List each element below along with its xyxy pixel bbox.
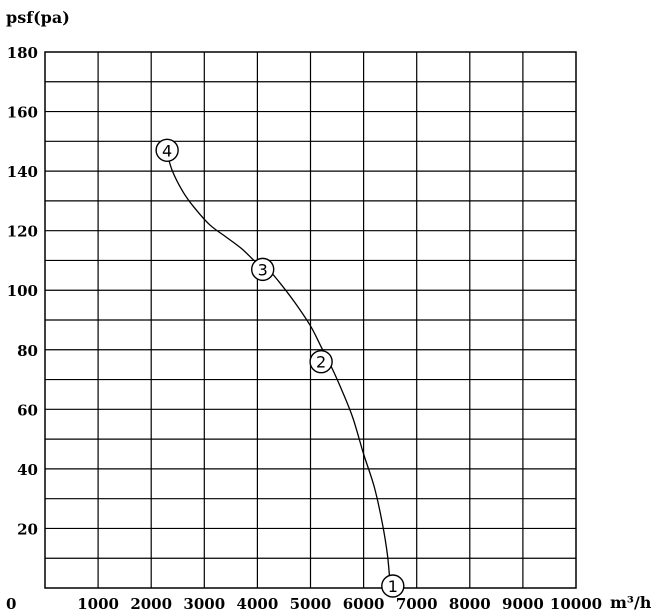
y-tick-label: 140 [7, 163, 38, 181]
x-tick-label: 4000 [237, 595, 279, 612]
x-tick-label: 2000 [130, 595, 172, 612]
marker-circle [309, 349, 333, 374]
x-tick-label: 3000 [183, 595, 225, 612]
marker-label: 2 [316, 353, 326, 372]
y-tick-label: 100 [7, 282, 38, 300]
y-tick-label: 80 [17, 342, 38, 360]
x-tick-label: 8000 [449, 595, 491, 612]
curve-markers: 1 2 3 4 [155, 138, 405, 598]
grid [45, 52, 576, 588]
x-tick-label: 7000 [396, 595, 438, 612]
y-tick-labels: 20 40 60 80 100 120 140 160 180 [7, 44, 38, 538]
x-tick-labels: 0 1000 2000 3000 4000 5000 6000 7000 8000 9000 100… [6, 595, 602, 612]
y-tick-label: 20 [17, 520, 38, 538]
marker-2: 2 [309, 349, 333, 374]
marker-3: 3 [251, 257, 275, 282]
performance-curve [166, 153, 391, 586]
marker-label: 1 [388, 577, 398, 596]
marker-circle [381, 574, 405, 598]
marker-circle [155, 138, 179, 162]
marker-label: 3 [258, 260, 268, 279]
y-tick-label: 60 [17, 401, 38, 419]
y-tick-label: 120 [7, 223, 38, 241]
x-tick-label: 1000 [77, 595, 119, 612]
y-tick-label: 180 [7, 44, 38, 62]
marker-4: 4 [155, 138, 179, 162]
y-tick-label: 160 [7, 104, 38, 122]
x-tick-label: 10000 [550, 595, 602, 612]
x-tick-label: 9000 [502, 595, 544, 612]
x-tick-label: 0 [6, 595, 16, 612]
x-tick-label: 5000 [290, 595, 332, 612]
marker-circle [251, 257, 275, 282]
y-tick-label: 40 [17, 461, 38, 479]
marker-1: 1 [381, 574, 405, 598]
marker-label: 4 [162, 141, 172, 160]
x-tick-label: 6000 [343, 595, 385, 612]
plot-border [44, 51, 577, 589]
y-axis-title: psf(pa) [6, 8, 70, 27]
series-line-0 [166, 153, 391, 586]
x-axis-title: m³/h [610, 593, 652, 612]
plot-frame [44, 51, 577, 589]
